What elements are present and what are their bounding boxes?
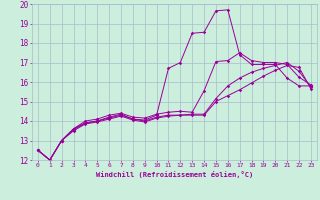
X-axis label: Windchill (Refroidissement éolien,°C): Windchill (Refroidissement éolien,°C) bbox=[96, 171, 253, 178]
